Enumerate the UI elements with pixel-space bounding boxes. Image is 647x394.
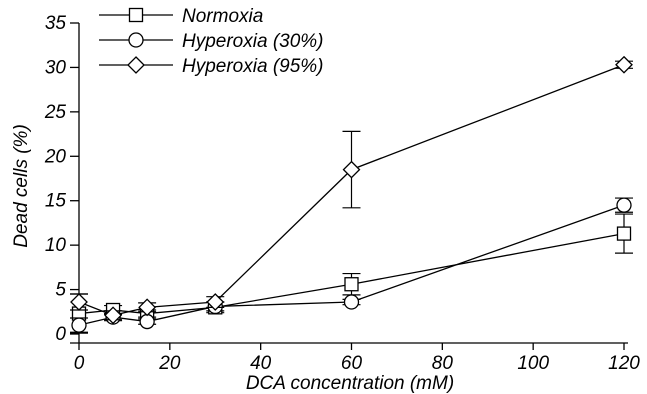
axes: 0 5 10 15 20 25 30 35 0 20 40 60 80 100 120	[44, 13, 640, 374]
diamond-marker	[138, 298, 157, 317]
x-tick-label: 100	[517, 353, 549, 374]
diamond-marker	[342, 160, 361, 179]
series-diamond	[70, 55, 633, 325]
y-tick-label: 10	[45, 235, 67, 256]
x-tick-label: 60	[341, 353, 363, 374]
y-tick-label: 30	[45, 57, 67, 78]
circle-marker	[139, 313, 155, 330]
circle-marker	[71, 317, 87, 333]
x-tick-label: 0	[74, 353, 85, 374]
y-tick-label: 25	[44, 102, 67, 123]
square-marker	[128, 7, 144, 23]
y-tick-label: 20	[44, 146, 67, 167]
x-tick-label: 40	[250, 353, 272, 374]
legend-label: Hyperoxia (95%)	[182, 56, 324, 77]
x-tick-label: 80	[432, 353, 454, 374]
legend: Normoxia Hyperoxia (30%) Hyperoxia (95%)	[99, 6, 324, 77]
legend-item: Hyperoxia (95%)	[99, 56, 324, 77]
legend-item: Normoxia	[99, 6, 263, 27]
y-tick-label: 35	[45, 13, 67, 34]
circle-marker	[128, 32, 144, 48]
y-axis-title: Dead cells (%)	[11, 124, 32, 248]
legend-label: Hyperoxia (30%)	[182, 31, 324, 52]
x-tick-label: 120	[608, 353, 640, 374]
x-tick-label: 20	[158, 353, 181, 374]
diamond-marker	[615, 55, 633, 74]
diamond-marker	[206, 293, 225, 311]
y-tick-label: 5	[55, 280, 66, 301]
square-marker	[344, 277, 359, 292]
legend-item: Hyperoxia (30%)	[99, 31, 324, 52]
circle-marker	[343, 294, 360, 310]
diamond-marker	[104, 306, 122, 325]
diamond-marker	[127, 56, 145, 74]
y-tick-label: 15	[45, 191, 67, 212]
diamond-marker	[70, 293, 88, 311]
series-layer	[70, 55, 633, 334]
x-axis-title: DCA concentration (mM)	[246, 373, 454, 394]
circle-marker	[616, 197, 632, 213]
y-tick-label: 0	[55, 324, 66, 345]
square-marker	[616, 226, 632, 241]
legend-label: Normoxia	[182, 6, 263, 27]
